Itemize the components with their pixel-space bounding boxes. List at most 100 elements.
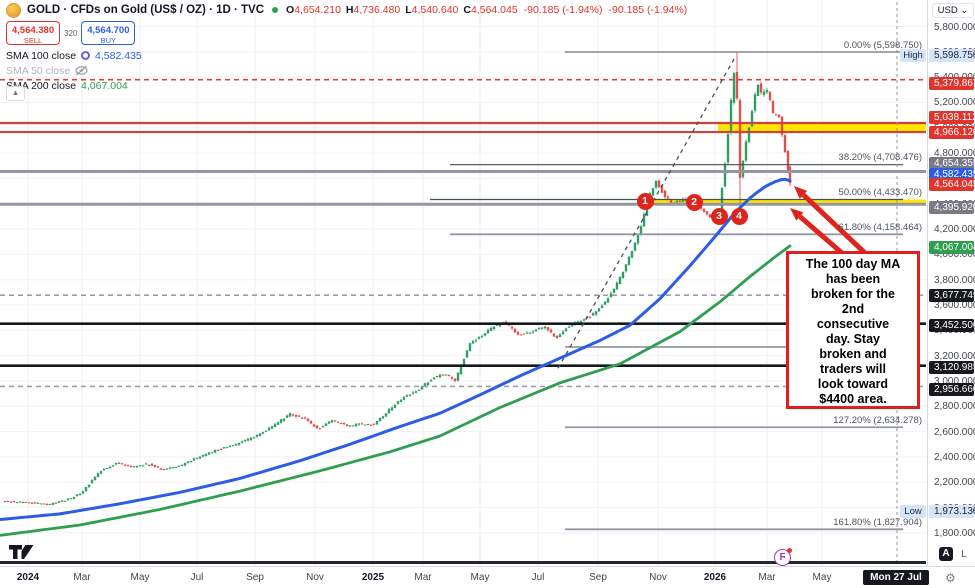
price-axis-label: 2,956.660: [929, 382, 975, 396]
low-letter: L: [405, 4, 412, 16]
indicator-row[interactable]: SMA 100 close 4,582.435: [6, 48, 142, 63]
time-tick-label: Jul: [531, 572, 545, 583]
price-axis-label: 5,038.112: [929, 111, 975, 125]
go-to-realtime-icon[interactable]: Ϝ: [774, 548, 792, 566]
time-tick-label: May: [812, 572, 832, 583]
sell-button[interactable]: 4,564.380 SELL: [6, 21, 60, 45]
price-axis-label: 4,966.120: [929, 125, 975, 139]
time-tick-label: Nov: [306, 572, 324, 583]
eye-off-icon[interactable]: [75, 65, 88, 76]
annotation-line: day. Stay: [826, 332, 880, 346]
price-tick-label: 3,000.000: [934, 375, 975, 387]
time-tick-label: 2026: [703, 572, 727, 583]
low-value: 4,540.640: [411, 4, 459, 16]
price-axis-label: 3,677.749: [929, 288, 975, 302]
price-tick-label: 4,000.000: [934, 249, 975, 261]
gear-icon[interactable]: ⚙: [945, 571, 956, 585]
fib-level-label: 161.80% (1,827.904): [833, 516, 922, 528]
time-tick-label: Mar: [758, 572, 776, 583]
indicator-label: SMA 100 close: [6, 49, 77, 62]
price-axis-label: 3,452.500: [929, 319, 975, 333]
trade-panel: 4,564.380 SELL 320 4,564.700 BUY: [6, 21, 136, 45]
annotation-line: The 100 day MA: [805, 257, 901, 271]
chart-bottom-border: [0, 561, 926, 564]
price-axis-label: 1,973.130: [929, 505, 975, 519]
annotation-line: has been: [825, 272, 881, 286]
time-tick-label: Sep: [246, 572, 264, 583]
indicator-value: 4,067.004: [81, 79, 128, 92]
ohlc-values: O4,654.210 H4,736.480 L4,540.640 C4,564.…: [286, 4, 518, 16]
low-tag: Low: [900, 505, 926, 519]
symbol-title[interactable]: GOLD · CFDs on Gold (US$ / OZ) · 1D · TV…: [27, 4, 265, 16]
log-scale-button[interactable]: L: [961, 548, 967, 560]
sell-price: 4,564.380: [11, 25, 55, 36]
price-axis-label: 4,654.355: [929, 157, 975, 171]
price-axis-label: 4,395.920: [929, 200, 975, 214]
collapse-indicators-button[interactable]: ▲: [6, 86, 25, 101]
price-tick-label: 4,800.000: [934, 148, 975, 160]
annotation-line: traders will: [820, 362, 886, 376]
sell-label: SELL: [23, 35, 43, 45]
price-tick-label: 2,200.000: [934, 477, 975, 489]
indicator-row[interactable]: SMA 200 close 4,067.004: [6, 78, 142, 93]
price-axis[interactable]: USD ⌄ A L 5,800.0005,600.0005,400.0005,2…: [927, 0, 975, 588]
numbered-circle-marker: 3: [710, 208, 728, 226]
high-value: 4,736.480: [353, 4, 401, 16]
price-axis-label: 4,067.004: [929, 241, 975, 255]
time-tick-label: Nov: [649, 572, 667, 583]
fib-level-label: 61.80% (4,158.464): [838, 221, 922, 233]
time-tick-label: Mar: [414, 572, 432, 583]
price-tick-label: 2,800.000: [934, 401, 975, 413]
open-value: 4,654.210: [294, 4, 341, 16]
time-tick-label: 2024: [16, 572, 40, 583]
crosshair-date-label: Mon 27 Jul '26: [863, 570, 929, 588]
high-letter: H: [345, 4, 354, 16]
fib-level-label: 50.00% (4,433.470): [838, 187, 922, 198]
price-tick-label: 2,400.000: [934, 451, 975, 463]
buy-button[interactable]: 4,564.700 BUY: [81, 21, 136, 45]
chart-header: GOLD · CFDs on Gold (US$ / OZ) · 1D · TV…: [6, 2, 687, 18]
fib-level-label: 127.20% (2,634.278): [833, 414, 922, 426]
sync-icon: [81, 51, 91, 60]
price-tick-label: 5,800.000: [934, 21, 975, 33]
annotation-line: consecutive: [816, 317, 890, 331]
time-tick-label: 2025: [361, 572, 385, 583]
numbered-circle-marker: 2: [685, 194, 703, 212]
indicator-row[interactable]: SMA 50 close: [6, 63, 142, 78]
annotation-line: 2nd: [841, 302, 865, 316]
price-axis-label: 3,120.985: [929, 361, 975, 375]
annotation-line: look toward: [817, 377, 889, 391]
price-axis-label: 4,564.045: [929, 178, 975, 192]
close-value: 4,564.045: [470, 4, 518, 16]
annotation-line: broken and: [819, 347, 887, 361]
time-axis[interactable]: Mon 27 Jul '26 ⚙ 2024 Mar May Jul Sep Nov 2025…: [0, 566, 975, 588]
annotation-line: $4400 area.: [819, 392, 887, 406]
buy-label: BUY: [100, 35, 117, 45]
price-tick-label: 4,200.000: [934, 224, 975, 236]
indicator-label: SMA 50 close: [6, 64, 71, 77]
buy-price: 4,564.700: [87, 25, 130, 36]
time-tick-label: Jul: [190, 572, 204, 583]
auto-scale-button[interactable]: A: [939, 547, 953, 561]
price-tick-label: 3,600.000: [934, 300, 975, 311]
fib-level-label: 38.20% (4,708.476): [838, 152, 922, 164]
time-tick-label: Mar: [73, 572, 91, 583]
price-axis-label: 4,582.435: [929, 168, 975, 182]
price-tick-label: 1,800.000: [934, 527, 975, 539]
open-letter: O: [286, 4, 295, 16]
change-percent: -90.185 (-1.94%): [608, 4, 688, 16]
indicator-legend: SMA 100 close 4,582.435 SMA 50 close SMA 20…: [6, 48, 142, 93]
time-tick-label: May: [470, 572, 490, 583]
tradingview-logo[interactable]: [8, 544, 36, 560]
alert-dot-icon: [787, 548, 792, 553]
price-tick-label: 2,600.000: [934, 426, 975, 438]
time-tick-label: May: [130, 572, 150, 583]
time-tick-label: Sep: [589, 572, 607, 583]
currency-selector[interactable]: USD ⌄: [932, 3, 974, 18]
price-axis-label: 5,379.867: [929, 77, 975, 91]
price-tick-label: 3,800.000: [934, 274, 975, 286]
price-tick-label: 3,200.000: [934, 350, 975, 362]
high-tag: High: [900, 48, 926, 62]
numbered-circle-marker: 1: [636, 192, 654, 210]
